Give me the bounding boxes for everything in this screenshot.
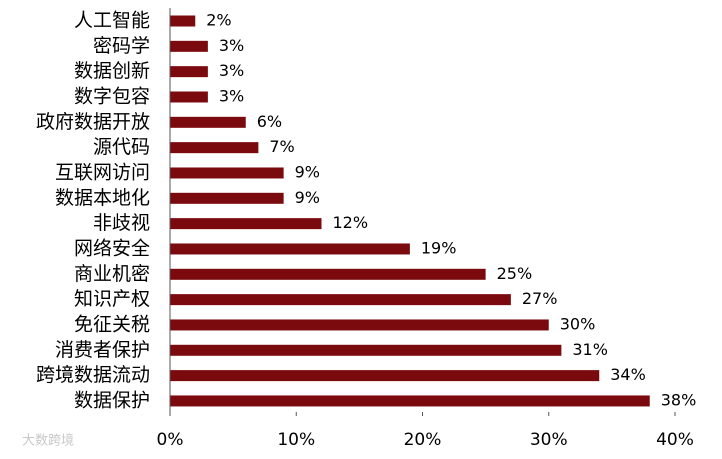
category-label: 网络安全 (74, 237, 150, 259)
category-label: 商业机密 (74, 263, 150, 285)
value-label: 30% (560, 314, 596, 333)
value-label: 7% (269, 137, 294, 156)
value-label: 3% (219, 61, 244, 80)
value-label: 25% (497, 264, 533, 283)
value-label: 9% (295, 162, 320, 181)
x-tick-label: 10% (277, 430, 315, 450)
bar (170, 15, 196, 27)
bar (170, 319, 549, 331)
bar (170, 192, 284, 204)
category-label: 数据本地化 (55, 187, 150, 209)
bar (170, 66, 208, 78)
value-label: 3% (219, 86, 244, 105)
bar (170, 218, 322, 230)
bar (170, 116, 246, 128)
value-label: 6% (257, 112, 282, 131)
x-tick-label: 30% (530, 430, 568, 450)
category-label: 源代码 (93, 136, 150, 158)
bar (170, 142, 259, 154)
bar (170, 344, 562, 356)
value-label: 19% (421, 238, 457, 257)
bar (170, 243, 410, 255)
category-label: 非歧视 (93, 212, 150, 234)
value-label: 12% (333, 213, 369, 232)
x-tick-label: 20% (404, 430, 442, 450)
value-label: 3% (219, 36, 244, 55)
x-tick-label: 0% (157, 430, 184, 450)
watermark: 大数跨境 (22, 434, 74, 449)
category-label: 密码学 (93, 35, 150, 57)
x-tick-label: 40% (656, 430, 694, 450)
value-label: 27% (522, 289, 558, 308)
category-label: 免征关税 (74, 313, 150, 335)
value-label: 31% (572, 340, 608, 359)
category-label: 跨境数据流动 (36, 364, 150, 386)
bar (170, 370, 600, 382)
bar (170, 395, 650, 407)
bar (170, 91, 208, 103)
category-label: 数据创新 (74, 60, 150, 82)
bar (170, 167, 284, 179)
category-label: 数字包容 (74, 85, 150, 107)
value-label: 38% (661, 390, 697, 409)
value-label: 9% (295, 188, 320, 207)
value-label: 34% (610, 365, 646, 384)
value-label: 2% (206, 11, 231, 30)
category-label: 人工智能 (74, 10, 150, 32)
bar (170, 40, 208, 52)
category-label: 政府数据开放 (36, 111, 150, 133)
bar (170, 268, 486, 280)
bar (170, 294, 511, 306)
category-label: 知识产权 (74, 288, 150, 310)
category-label: 消费者保护 (55, 339, 150, 361)
category-label: 数据保护 (74, 389, 150, 411)
category-label: 互联网访问 (55, 161, 150, 183)
